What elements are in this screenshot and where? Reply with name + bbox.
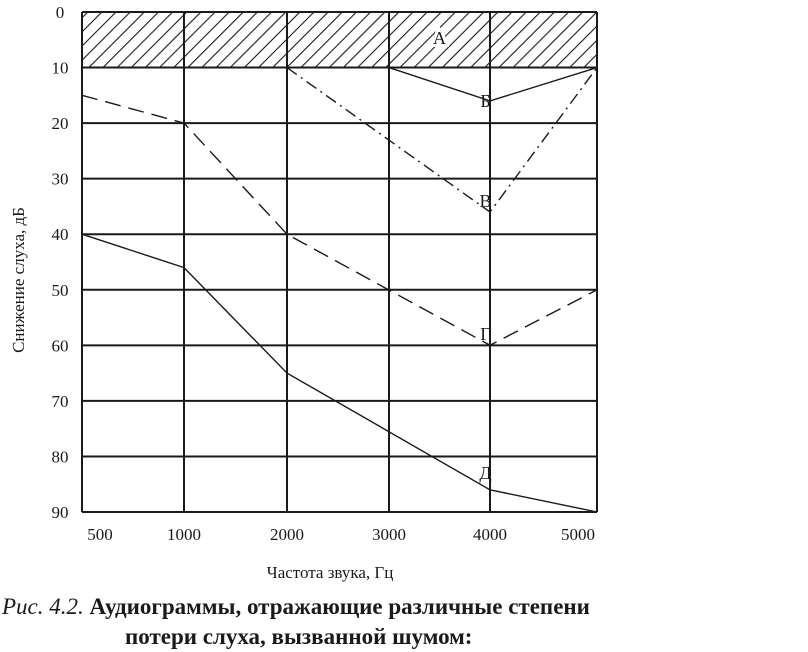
grid-lines — [81, 11, 598, 513]
y-tick-40: 40 — [52, 225, 69, 244]
series-line-1 — [388, 66, 598, 102]
caption-prefix: Рис. 4.2. — [2, 594, 84, 619]
y-tick-10: 10 — [52, 59, 69, 78]
tick-labels: 0 10 20 30 40 50 60 70 80 90 500 1000 2000 3000 4000 50… — [52, 3, 596, 544]
y-tick-60: 60 — [52, 336, 69, 355]
curve-label-4: Д — [479, 463, 491, 483]
y-axis-title: Снижение слуха, дБ — [9, 207, 28, 353]
y-tick-30: 30 — [52, 170, 69, 189]
y-tick-70: 70 — [52, 392, 69, 411]
x-axis-title: Частота звука, Гц — [267, 563, 394, 582]
x-tick-2000: 2000 — [270, 525, 304, 544]
caption-line-1: Рис. 4.2. Аудиограммы, отражающие различ… — [2, 592, 590, 622]
x-tick-1000: 1000 — [167, 525, 201, 544]
x-tick-5000: 5000 — [561, 525, 595, 544]
x-tick-4000: 4000 — [473, 525, 507, 544]
x-tick-3000: 3000 — [372, 525, 406, 544]
x-tick-500: 500 — [87, 525, 113, 544]
curve-label-2: В — [479, 191, 491, 211]
curve-label-3: Г — [480, 324, 490, 344]
hatched-band-a — [82, 12, 597, 68]
band-label-a: А — [433, 28, 446, 48]
y-tick-50: 50 — [52, 281, 69, 300]
curve-label-1: Б — [480, 91, 490, 111]
series-line-2 — [286, 67, 598, 213]
series-line-3 — [81, 94, 598, 347]
y-tick-80: 80 — [52, 447, 69, 466]
series-labels: Б В Г Д — [479, 91, 491, 483]
series-line-4 — [81, 233, 598, 513]
y-tick-0: 0 — [56, 3, 65, 22]
caption-line-2: потери слуха, вызванной шумом: — [125, 624, 473, 649]
audiogram-chart: А Б В Г Д 0 10 20 30 40 50 60 70 80 90 500 1000 2000 300… — [9, 3, 598, 582]
caption-text-1: Аудиограммы, отражающие различные степен… — [83, 594, 590, 619]
series-lines — [81, 66, 598, 513]
y-tick-90: 90 — [52, 503, 69, 522]
y-tick-20: 20 — [52, 114, 69, 133]
